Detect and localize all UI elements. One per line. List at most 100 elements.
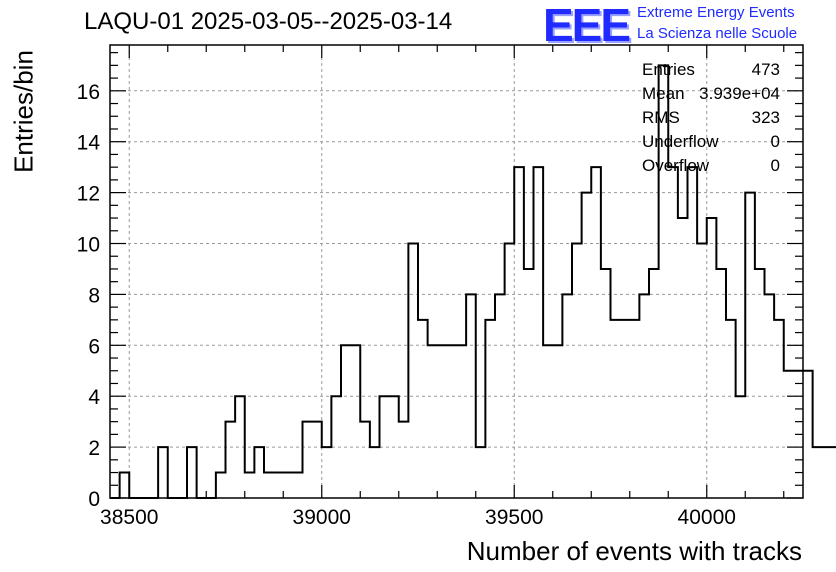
histogram-bin (707, 218, 717, 498)
x-axis-label: Number of events with tracks (466, 536, 802, 566)
histogram-bin (813, 447, 823, 498)
histogram-bin (562, 294, 572, 498)
histogram-bin (524, 269, 534, 498)
histogram-bin (216, 473, 226, 498)
histogram-bin (649, 269, 659, 498)
y-tick-label: 16 (77, 81, 100, 104)
histogram-bin (745, 193, 755, 498)
histogram-bin (187, 447, 197, 498)
histogram-bin (341, 345, 351, 498)
histogram-bin (457, 345, 467, 498)
y-tick-label: 6 (88, 335, 100, 358)
y-tick-label: 8 (88, 284, 100, 307)
histogram-bin (601, 269, 611, 498)
stats-box: Entries 473 Mean 3.939e+04 RMS 323 Under… (642, 60, 780, 180)
histogram-bin (380, 396, 390, 498)
y-tick-label: 4 (88, 386, 100, 409)
histogram-bin (264, 473, 274, 498)
histogram-bin (784, 371, 794, 498)
histogram-bin (736, 396, 746, 498)
y-tick-label: 2 (88, 437, 100, 460)
x-tick-label: 40000 (678, 506, 736, 529)
y-tick-label: 0 (88, 488, 100, 511)
histogram-bin (437, 345, 447, 498)
histogram-bin (476, 447, 486, 498)
histogram-bin (466, 294, 476, 498)
histogram-bin (543, 345, 553, 498)
stat-name: Underflow (642, 132, 719, 151)
histogram-bin (158, 447, 168, 498)
histogram-bin (620, 320, 630, 498)
histogram-bin (495, 294, 505, 498)
logo-line-2: La Scienza nelle Scuole (637, 25, 798, 42)
histogram-bin (668, 167, 678, 498)
histogram-bin (428, 345, 438, 498)
stat-row-mean: Mean 3.939e+04 (642, 84, 780, 108)
histogram-bin (418, 320, 428, 498)
histogram-bin (611, 320, 621, 498)
stat-name: Overflow (642, 156, 710, 175)
y-tick-label: 12 (77, 183, 100, 206)
histogram-bin (331, 396, 341, 498)
histogram-bin (351, 345, 361, 498)
y-axis-label: Entries/bin (8, 50, 39, 173)
histogram-bin (120, 473, 130, 498)
histogram-bin (582, 193, 592, 498)
histogram-series (110, 64, 836, 499)
histogram-bin (312, 422, 322, 498)
histogram-bin (322, 447, 332, 498)
stat-value: 3.939e+04 (699, 84, 780, 103)
stat-value: 0 (770, 156, 780, 175)
histogram-bin (370, 447, 380, 498)
histogram-bin (245, 473, 255, 498)
stat-row-entries: Entries 473 (642, 60, 780, 84)
stat-row-rms: RMS 323 (642, 108, 780, 132)
histogram-bin (774, 320, 784, 498)
histogram-bin (688, 167, 698, 498)
stat-value: 473 (751, 60, 780, 79)
stat-value: 0 (770, 132, 780, 151)
histogram-bin (254, 447, 264, 498)
histogram-bin (697, 244, 707, 498)
stat-name: RMS (642, 108, 680, 127)
histogram-bin (639, 294, 649, 498)
histogram-bin (630, 320, 640, 498)
histogram-bin (591, 167, 601, 498)
stat-row-underflow: Underflow 0 (642, 132, 780, 156)
histogram-bin (514, 167, 524, 498)
histogram-bin (678, 218, 688, 498)
histogram-bin (485, 320, 495, 498)
histogram-bin (534, 167, 544, 498)
plot-frame (109, 44, 804, 499)
x-tick-label: 39500 (485, 506, 543, 529)
x-tick-label: 38500 (100, 506, 158, 529)
chart-title: LAQU-01 2025-03-05--2025-03-14 (84, 8, 453, 35)
histogram-bin (360, 422, 370, 498)
histogram-bin (765, 294, 775, 498)
eee-logo: EEE (543, 0, 631, 51)
histogram-bin (822, 447, 832, 498)
histogram-bin (505, 244, 515, 498)
histogram-bin (755, 269, 765, 498)
histogram-bin (572, 244, 582, 498)
histogram-bin (399, 422, 409, 498)
histogram-bin (274, 473, 284, 498)
histogram-bin (716, 269, 726, 498)
y-tick-label: 10 (77, 234, 100, 257)
x-tick-label: 39000 (293, 506, 351, 529)
histogram-bin (293, 473, 303, 498)
stat-value: 323 (751, 108, 780, 127)
histogram-bin (447, 345, 457, 498)
histogram-bin (235, 396, 245, 498)
stat-name: Entries (642, 60, 695, 79)
histogram-bin (303, 422, 313, 498)
stat-name: Mean (642, 84, 685, 103)
histogram-bin (553, 345, 563, 498)
histogram-bin (832, 447, 836, 498)
histogram-bin (283, 473, 293, 498)
histogram-bin (803, 371, 813, 498)
histogram-bin (408, 244, 418, 498)
y-tick-label: 14 (77, 132, 101, 155)
histogram-bin (226, 422, 236, 498)
logo-line-1: Extreme Energy Events (637, 4, 795, 21)
